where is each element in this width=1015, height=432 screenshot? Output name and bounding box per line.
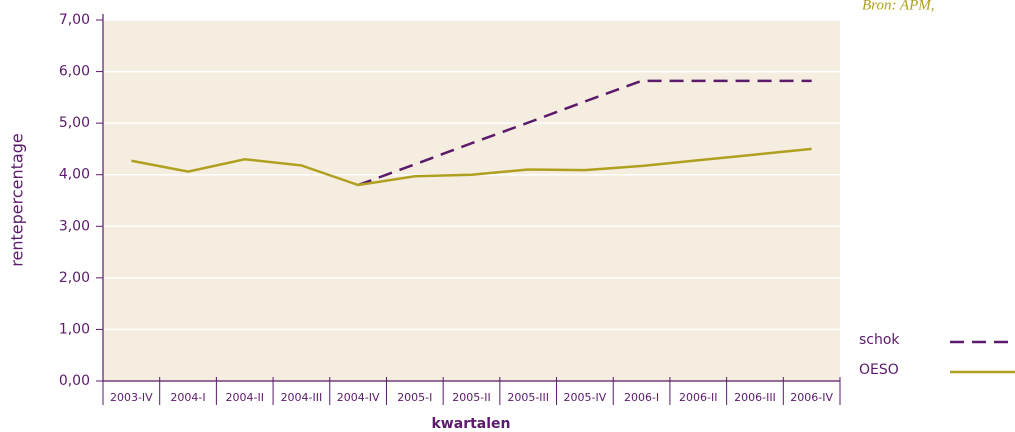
x-axis-title: kwartalen	[432, 416, 511, 432]
source: Bron: APM,	[862, 0, 935, 13]
y-tick-label: 0,00	[59, 373, 90, 389]
y-tick-label: 6,00	[59, 64, 90, 80]
y-axis-title: rentepercentage	[8, 133, 27, 266]
x-tick-label: 2006-I	[624, 391, 659, 404]
y-tick-label: 1,00	[59, 321, 90, 337]
x-tick-label: 2003-IV	[110, 391, 153, 404]
plot-area	[103, 20, 840, 381]
x-tick-label: 2006-III	[734, 391, 776, 404]
x-tick-label: 2004-I	[170, 391, 205, 404]
x-tick-label: 2005-I	[397, 391, 432, 404]
x-tick-label: 2004-IV	[337, 391, 380, 404]
series-line	[357, 79, 812, 187]
x-tick-label: 2005-IV	[564, 391, 607, 404]
y-tick-label: 4,00	[59, 167, 90, 183]
y-tick-label: 7,00	[59, 12, 90, 28]
legend-label: OESO	[859, 362, 899, 378]
x-tick-label: 2006-II	[679, 391, 717, 404]
x-tick-label: 2005-III	[507, 391, 549, 404]
y-tick-label: 2,00	[59, 270, 90, 286]
y-tick-label: 3,00	[59, 218, 90, 234]
x-tick-label: 2004-III	[281, 391, 323, 404]
x-tick-label: 2004-II	[226, 391, 264, 404]
y-tick-label: 5,00	[59, 115, 90, 131]
series-line	[131, 147, 812, 187]
x-tick-label: 2005-II	[452, 391, 490, 404]
x-tick-label: 2006-IV	[790, 391, 833, 404]
legend-label: schok	[859, 332, 900, 348]
